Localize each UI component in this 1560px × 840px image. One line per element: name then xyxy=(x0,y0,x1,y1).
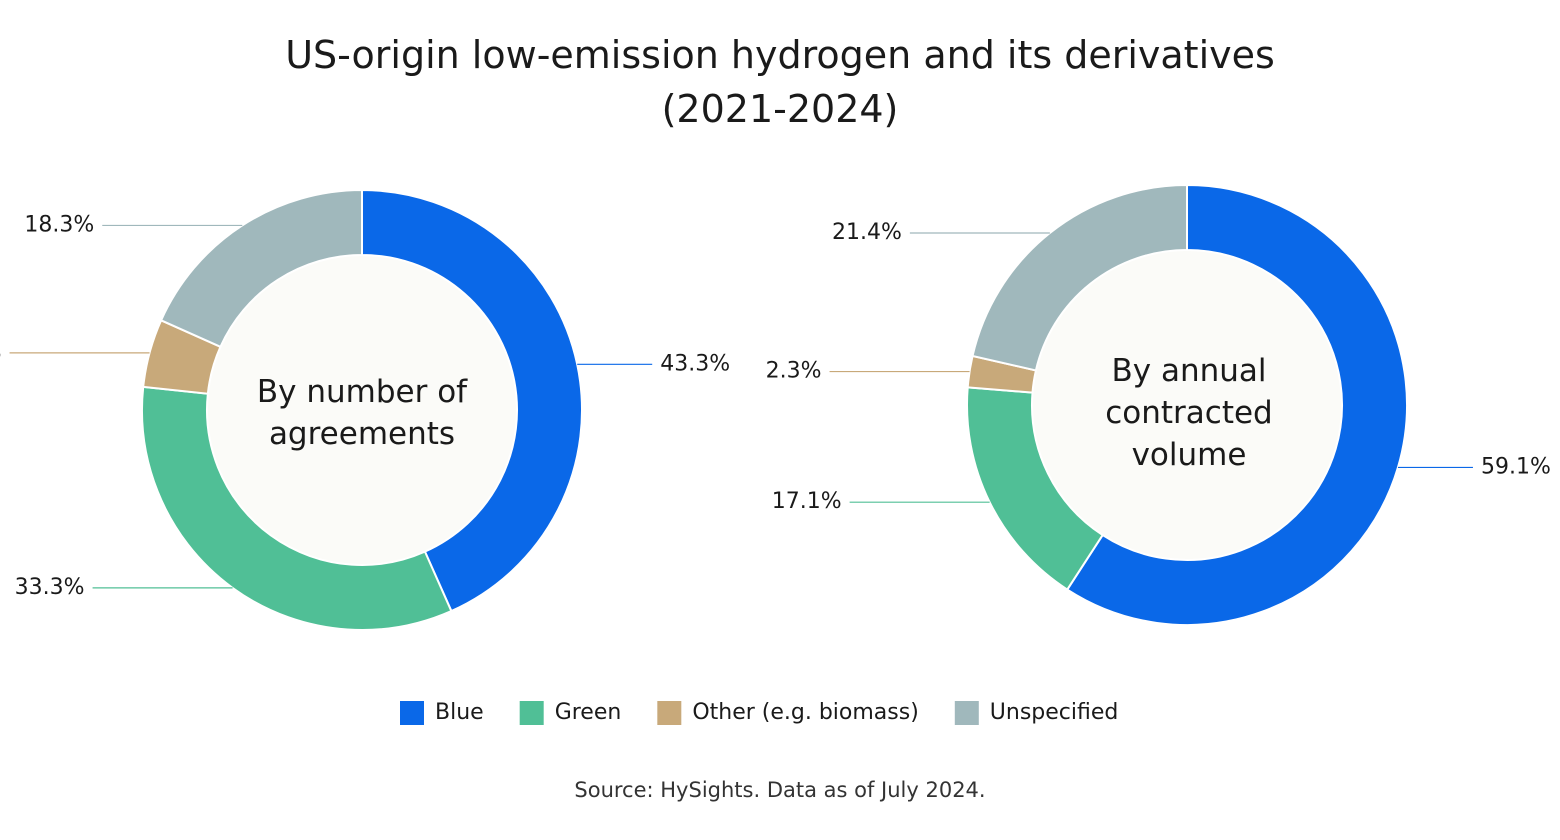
donut-segment xyxy=(159,188,363,349)
legend-label: Unspecified xyxy=(990,700,1119,725)
chart-title: US-origin low-emission hydrogen and its … xyxy=(285,33,1275,131)
value-label: 21.4% xyxy=(832,220,902,245)
donut-hole xyxy=(207,255,517,565)
legend-swatch xyxy=(954,701,979,725)
center-label: By number of agreements xyxy=(256,374,468,452)
center-label: By annual contracted volume xyxy=(1105,353,1273,473)
donut-hole xyxy=(1032,250,1342,560)
legend-swatch xyxy=(400,701,424,725)
donut-segment xyxy=(1065,183,1408,626)
legend-label: Other (e.g. biomass) xyxy=(692,700,918,725)
donut-segment xyxy=(361,188,583,613)
value-label: 43.3% xyxy=(660,351,730,376)
donut-segment xyxy=(141,385,453,631)
legend-swatch xyxy=(657,701,682,725)
value-label: 17.1% xyxy=(772,489,842,514)
value-label: 33.3% xyxy=(15,575,85,600)
source: Source: HySights. Data as of July 2024. xyxy=(574,778,986,802)
value-label: 5.0% xyxy=(0,340,2,365)
value-label: 18.3% xyxy=(24,212,94,237)
legend-label: Blue xyxy=(435,700,484,725)
legend-swatch xyxy=(519,701,544,725)
legend-label: Green xyxy=(555,700,622,725)
value-label: 2.3% xyxy=(766,359,822,384)
value-label: 59.1% xyxy=(1481,454,1551,479)
donut-segment xyxy=(971,183,1188,372)
